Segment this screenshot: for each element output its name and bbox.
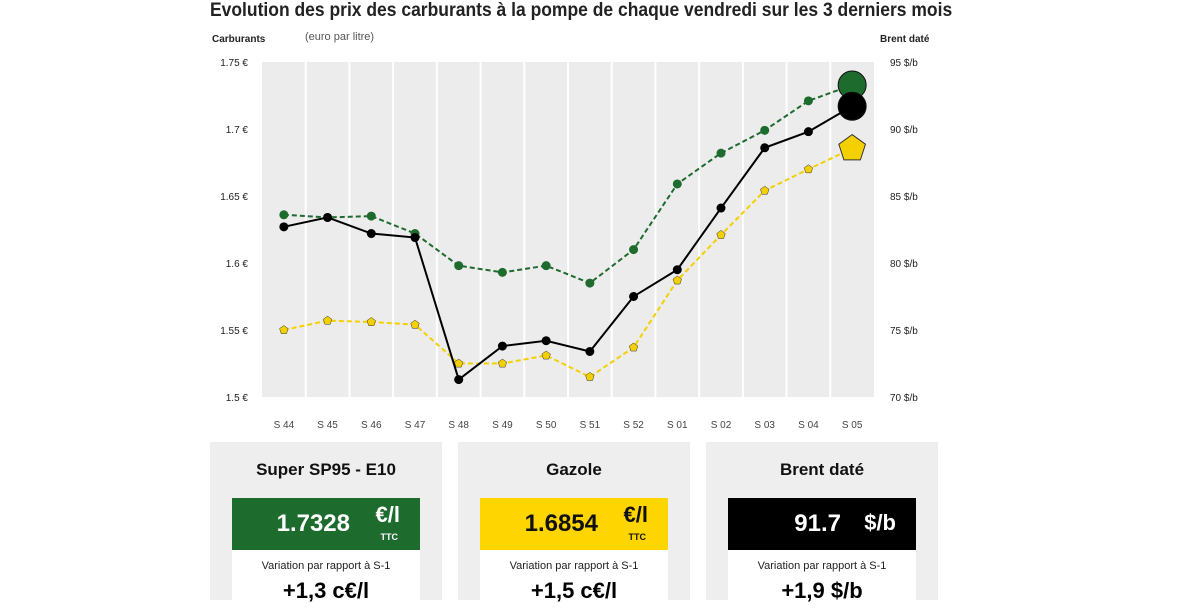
x-tick-label: S 44 bbox=[274, 420, 295, 431]
data-point bbox=[497, 267, 507, 277]
card-gazole: Gazole 1.6854 €/l TTC Variation par rapp… bbox=[458, 442, 690, 610]
data-point bbox=[838, 133, 867, 161]
y2-tick-label: 85 $/b bbox=[890, 192, 918, 203]
series-line-2 bbox=[283, 105, 853, 382]
data-point bbox=[716, 203, 726, 213]
y-tick-label: 1.75 € bbox=[220, 58, 248, 69]
data-point bbox=[410, 319, 420, 329]
x-tick-label: S 48 bbox=[448, 420, 469, 431]
ttc-label: TTC bbox=[380, 532, 399, 542]
x-tick-label: S 46 bbox=[361, 420, 382, 431]
y2-tick-label: 95 $/b bbox=[890, 58, 918, 69]
data-point bbox=[629, 292, 639, 301]
y-axis-unit: (euro par litre) bbox=[305, 31, 374, 43]
price-value: 1.6854 bbox=[524, 510, 598, 537]
x-tick-label: S 03 bbox=[754, 420, 775, 431]
x-tick-label: S 49 bbox=[492, 420, 513, 431]
x-tick-label: S 51 bbox=[580, 420, 601, 431]
data-point bbox=[672, 275, 682, 285]
data-point bbox=[585, 346, 595, 356]
data-point bbox=[585, 372, 595, 381]
y-axis-label: Carburants bbox=[212, 34, 266, 45]
data-point bbox=[672, 265, 682, 275]
data-point bbox=[366, 229, 376, 239]
y2-tick-label: 90 $/b bbox=[890, 125, 918, 136]
y-tick-label: 1.5 € bbox=[226, 393, 249, 404]
data-point bbox=[716, 230, 726, 239]
x-tick-label: S 04 bbox=[798, 420, 819, 431]
y-tick-label: 1.6 € bbox=[226, 259, 249, 270]
y2-tick-label: 70 $/b bbox=[890, 393, 918, 404]
data-point bbox=[541, 261, 551, 271]
x-tick-label: S 01 bbox=[667, 420, 688, 431]
data-point bbox=[803, 164, 814, 174]
x-tick-label: S 47 bbox=[405, 420, 426, 431]
y-tick-label: 1.7 € bbox=[226, 125, 249, 136]
price-value: 91.7 bbox=[794, 510, 841, 537]
data-point bbox=[803, 96, 813, 106]
card-brent: Brent daté 91.7 $/b Variation par rappor… bbox=[706, 442, 938, 610]
data-point bbox=[628, 342, 639, 352]
data-point bbox=[672, 179, 682, 189]
price-box: 1.6854 €/l TTC bbox=[480, 498, 668, 550]
data-point bbox=[760, 125, 770, 135]
data-point bbox=[541, 350, 551, 360]
price-box: 91.7 $/b bbox=[728, 498, 916, 550]
data-point bbox=[760, 185, 770, 195]
data-point bbox=[366, 211, 376, 221]
y-tick-label: 1.65 € bbox=[220, 192, 248, 203]
data-point bbox=[716, 148, 726, 158]
variation-value: +1,9 $/b bbox=[781, 578, 863, 603]
card-title: Gazole bbox=[546, 460, 602, 479]
data-point bbox=[454, 358, 464, 368]
card-title: Super SP95 - E10 bbox=[256, 460, 396, 479]
x-tick-label: S 50 bbox=[536, 420, 557, 431]
series-line-0 bbox=[283, 84, 853, 285]
price-box: 1.7328 €/l TTC bbox=[232, 498, 420, 550]
ttc-label: TTC bbox=[628, 532, 647, 542]
price-value: 1.7328 bbox=[276, 510, 350, 537]
data-point bbox=[585, 278, 595, 288]
data-point bbox=[279, 222, 289, 232]
variation-label: Variation par rapport à S-1 bbox=[261, 560, 391, 572]
data-point bbox=[497, 341, 507, 351]
data-point bbox=[279, 210, 289, 220]
y2-axis-label: Brent daté bbox=[880, 34, 930, 45]
data-point bbox=[541, 336, 551, 346]
data-point bbox=[803, 127, 813, 137]
x-tick-label: S 02 bbox=[711, 420, 732, 431]
y-tick-label: 1.55 € bbox=[220, 326, 248, 337]
data-point bbox=[454, 261, 464, 271]
data-point bbox=[410, 233, 420, 243]
chart-title: Evolution des prix des carburants à la p… bbox=[210, 0, 953, 21]
data-point bbox=[454, 375, 464, 385]
fuel-price-chart: 1.5 € 1.55 € 1.6 € 1.65 € 1.7 € 1.75 € 70 $/b 7… bbox=[212, 31, 930, 431]
data-point bbox=[760, 143, 770, 153]
x-tick-label: S 05 bbox=[842, 420, 863, 431]
price-unit: €/l bbox=[623, 502, 648, 527]
data-point bbox=[629, 245, 639, 255]
data-point bbox=[497, 358, 508, 368]
variation-label: Variation par rapport à S-1 bbox=[509, 560, 639, 572]
data-point bbox=[323, 212, 333, 222]
card-sp95: Super SP95 - E10 1.7328 €/l TTC Variatio… bbox=[210, 442, 442, 610]
y2-tick-label: 75 $/b bbox=[890, 326, 918, 337]
data-point bbox=[837, 91, 867, 121]
data-point bbox=[366, 317, 376, 326]
card-title: Brent daté bbox=[779, 460, 865, 479]
x-tick-label: S 52 bbox=[623, 420, 644, 431]
variation-label: Variation par rapport à S-1 bbox=[757, 560, 887, 572]
data-point bbox=[322, 315, 333, 325]
price-unit: €/l bbox=[375, 502, 400, 527]
variation-value: +1,3 c€/l bbox=[282, 578, 370, 603]
price-unit: $/b bbox=[864, 510, 896, 535]
variation-value: +1,5 c€/l bbox=[530, 578, 618, 603]
data-point bbox=[279, 325, 289, 334]
y2-tick-label: 80 $/b bbox=[890, 259, 918, 270]
x-tick-label: S 45 bbox=[317, 420, 338, 431]
